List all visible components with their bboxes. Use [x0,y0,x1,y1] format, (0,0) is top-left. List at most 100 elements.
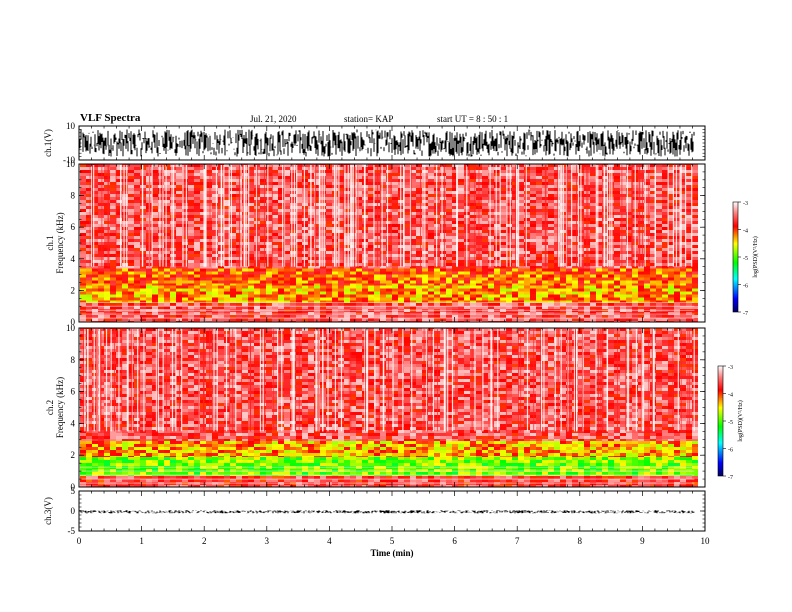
ch1-spectrogram-cell [248,209,254,212]
ch1-spectrogram-cell [392,288,398,292]
ch1-spectrogram-cell [464,306,470,310]
ch1-spectrogram-cell [656,209,662,212]
ch1-spectrogram-cell [428,303,434,307]
ch1-spectrogram-cell [500,285,506,289]
ch1-spectrogram-cell [194,233,200,236]
ch1-spectrogram-cell [650,233,656,236]
ch1-spectrogram-cell [92,294,98,298]
ch1-spectrogram-cell [566,164,572,167]
ch1-spectrogram-cell [362,300,368,304]
ch1-spectrogram-cell [632,300,638,304]
ch1-spectrogram-cell [512,179,518,182]
ch1-spectrogram-cell [242,315,248,319]
ch1-spectrogram-cell [296,274,302,278]
ch1-spectrogram-cell [488,271,494,275]
ch1-spectrogram-cell [554,212,560,215]
ch1-spectrogram-cell [524,173,530,176]
ch1-spectrogram-cell [224,221,230,224]
ch1-spectrogram-cell [500,277,506,281]
ch1-spectrogram-cell [662,239,668,242]
ch1-spectrogram-cell [668,173,674,176]
ch1-spectrogram-cell [638,197,644,200]
ch1-spectrogram-cell [290,300,296,304]
ch1-spectrogram-cell [284,271,290,275]
ch1-spectrogram-cell [596,197,602,200]
ch1-spectrogram-cell [182,300,188,304]
ch1-spectrogram-cell [248,233,254,236]
ch1-spectrogram-cell [134,203,140,206]
ch1-spectrogram-cell [212,215,218,218]
ch1-spectrogram-cell [344,188,350,191]
ch1-spectrogram-cell [152,206,158,209]
ch1-spectrogram-cell [86,268,92,272]
ch1-spectrogram-cell [656,218,662,221]
ch1-spectrogram-cell [260,164,266,167]
ch1-spectrogram-cell [80,167,86,170]
ch1-spectrogram-cell [344,164,350,167]
ch1-spectrogram-cell [158,245,164,248]
ch1-spectrogram-cell [512,268,518,272]
ch1-spectrogram-cell [404,221,410,224]
ch1-spectrogram-cell [344,215,350,218]
ch1-spectrogram-cell [548,215,554,218]
ch1-spectrogram-cell [170,268,176,272]
ch1-spectrogram-cell [104,297,110,301]
ch1-spectrogram-cell [470,212,476,215]
ch1-spectrogram-cell [374,291,380,295]
ch1-waveform-ytick-label: -10 [63,155,75,165]
ch1-spectrogram-cell [476,318,482,322]
ch1-spectrogram-cell [578,291,584,295]
ch1-spectrogram-cell [512,294,518,298]
ch1-spectrogram-cell [230,164,236,167]
ch1-spectrogram-cell [188,312,194,316]
ch1-spectrogram-cell [296,239,302,242]
ch1-spectrogram-cell [374,318,380,322]
ch1-spectrogram-cell [638,285,644,289]
ch1-spectrogram-cell [608,164,614,167]
ch1-spectrogram-cell [584,277,590,281]
ch1-spectrogram-cell [98,274,104,278]
ch1-spectrogram-cell [146,297,152,301]
ch1-spectrogram-cell [338,170,344,173]
ch1-spectrogram-cell [650,239,656,242]
ch1-spectrogram-cell [536,212,542,215]
ch1-spectrogram-cell [332,303,338,307]
ch1-spectrogram-cell [224,182,230,185]
ch1-spectrogram-cell [416,271,422,275]
ch1-spectrogram-cell [680,271,686,275]
ch1-spectrogram-cell [374,194,380,197]
ch1-spectrogram-cell [320,236,326,239]
ch1-spectrogram-cell [350,300,356,304]
ch1-spectrogram-cell [188,236,194,239]
ch1-spectrogram-cell [446,185,452,188]
ch1-spectrogram-cell [416,185,422,188]
ch1-spectrogram-cell [254,297,260,301]
ch1-spectrogram-cell [638,179,644,182]
ch1-spectrogram-cell [80,218,86,221]
ch1-spectrogram-cell [248,288,254,292]
ch1-spectrogram-cell [182,224,188,227]
ch1-spectrogram-cell [650,176,656,179]
ch1-spectrogram-cell [326,224,332,227]
ch1-spectrogram-cell [452,170,458,173]
ch1-spectrogram-cell [416,245,422,248]
ch1-spectrogram-cell [638,300,644,304]
ch1-spectrogram-cell [494,179,500,182]
ch1-spectrogram-cell [458,245,464,248]
ch1-spectrogram-cell [320,185,326,188]
ch1-spectrogram-cell [314,224,320,227]
ch1-spectrogram-cell [452,285,458,289]
ch1-spectrogram-cell [416,318,422,322]
ch1-spectrogram-cell [230,230,236,233]
ch1-spectrogram-cell [80,203,86,206]
ch1-spectrogram-cell [254,271,260,275]
ch1-spectrogram-cell [476,297,482,301]
ch1-spectrogram-cell [518,188,524,191]
ch1-spectrogram-cell [230,291,236,295]
ch1-spectrogram-cell [644,230,650,233]
date-label: Jul. 21, 2020 [250,114,297,124]
ch1-spectrogram-cell [344,167,350,170]
ch1-spectrogram-cell [656,288,662,292]
ch1-spectrogram-cell [212,194,218,197]
ch1-spectrogram-cell [152,288,158,292]
